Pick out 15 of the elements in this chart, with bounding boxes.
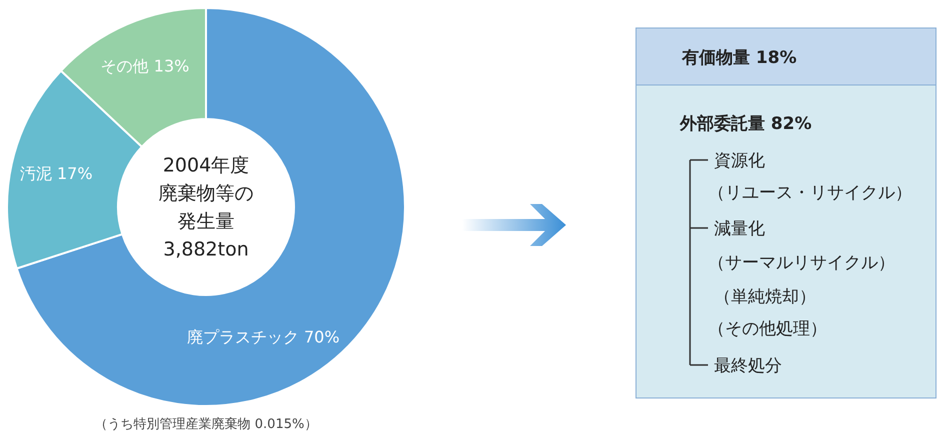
text: 最終処分 — [714, 356, 782, 376]
slice-label: その他 13% — [100, 56, 190, 76]
text: 有価物量 18% — [681, 48, 797, 68]
text: （リユース・リサイクル） — [708, 182, 912, 203]
text: 3,882ton — [163, 238, 249, 261]
text: 減量化 — [714, 218, 765, 239]
text: （その他処理） — [708, 318, 827, 339]
slice-label: 汚泥 17% — [20, 164, 93, 184]
text: 2004年度廃棄物等の発生量 — [158, 154, 254, 233]
text: 資源化 — [714, 150, 765, 171]
text: （単純焼却） — [714, 286, 816, 307]
text: （うち特別管理産業廃棄物 0.015%） — [94, 416, 318, 432]
text: （サーマルリサイクル） — [708, 252, 895, 273]
text: 外部委託量 82% — [679, 114, 812, 134]
slice-label: 廃プラスチック 70% — [186, 328, 340, 347]
